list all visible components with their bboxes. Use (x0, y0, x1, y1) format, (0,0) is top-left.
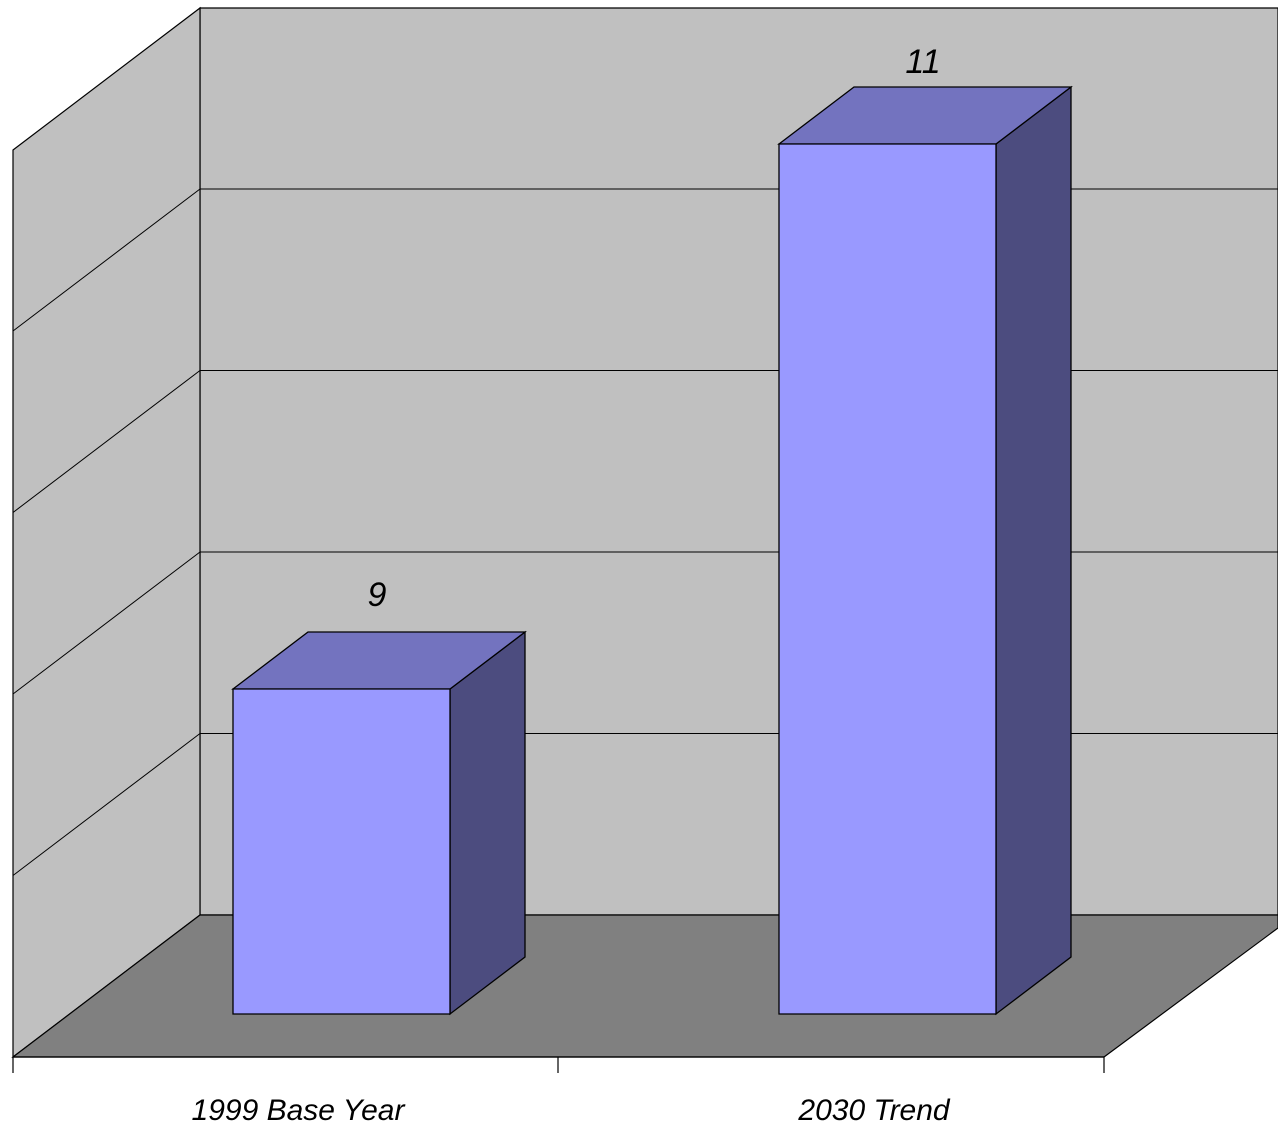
gridline-side (12, 370, 201, 513)
bar-side-face (449, 630, 526, 1016)
chart-floor (11, 914, 1278, 1058)
bars (231, 85, 1073, 1016)
x-tick-label-1999-base-year: 1999 Base Year (192, 1094, 406, 1126)
bar-1999-base-year (231, 630, 527, 1016)
gridline-side (12, 733, 201, 876)
side-wall (12, 6, 201, 1059)
bar-front-face (778, 143, 997, 1015)
bar-front-face (232, 688, 451, 1015)
bar-side-face (995, 85, 1072, 1016)
data-label-2030: 11 (905, 43, 940, 81)
x-axis-ticks (12, 1057, 1105, 1073)
gridline-side (12, 188, 201, 332)
bar-2030-trend (777, 85, 1073, 1016)
gridline-side (12, 551, 201, 695)
x-tick-label-2030-trend: 2030 Trend (797, 1094, 951, 1126)
data-label-1999: 9 (368, 576, 387, 614)
